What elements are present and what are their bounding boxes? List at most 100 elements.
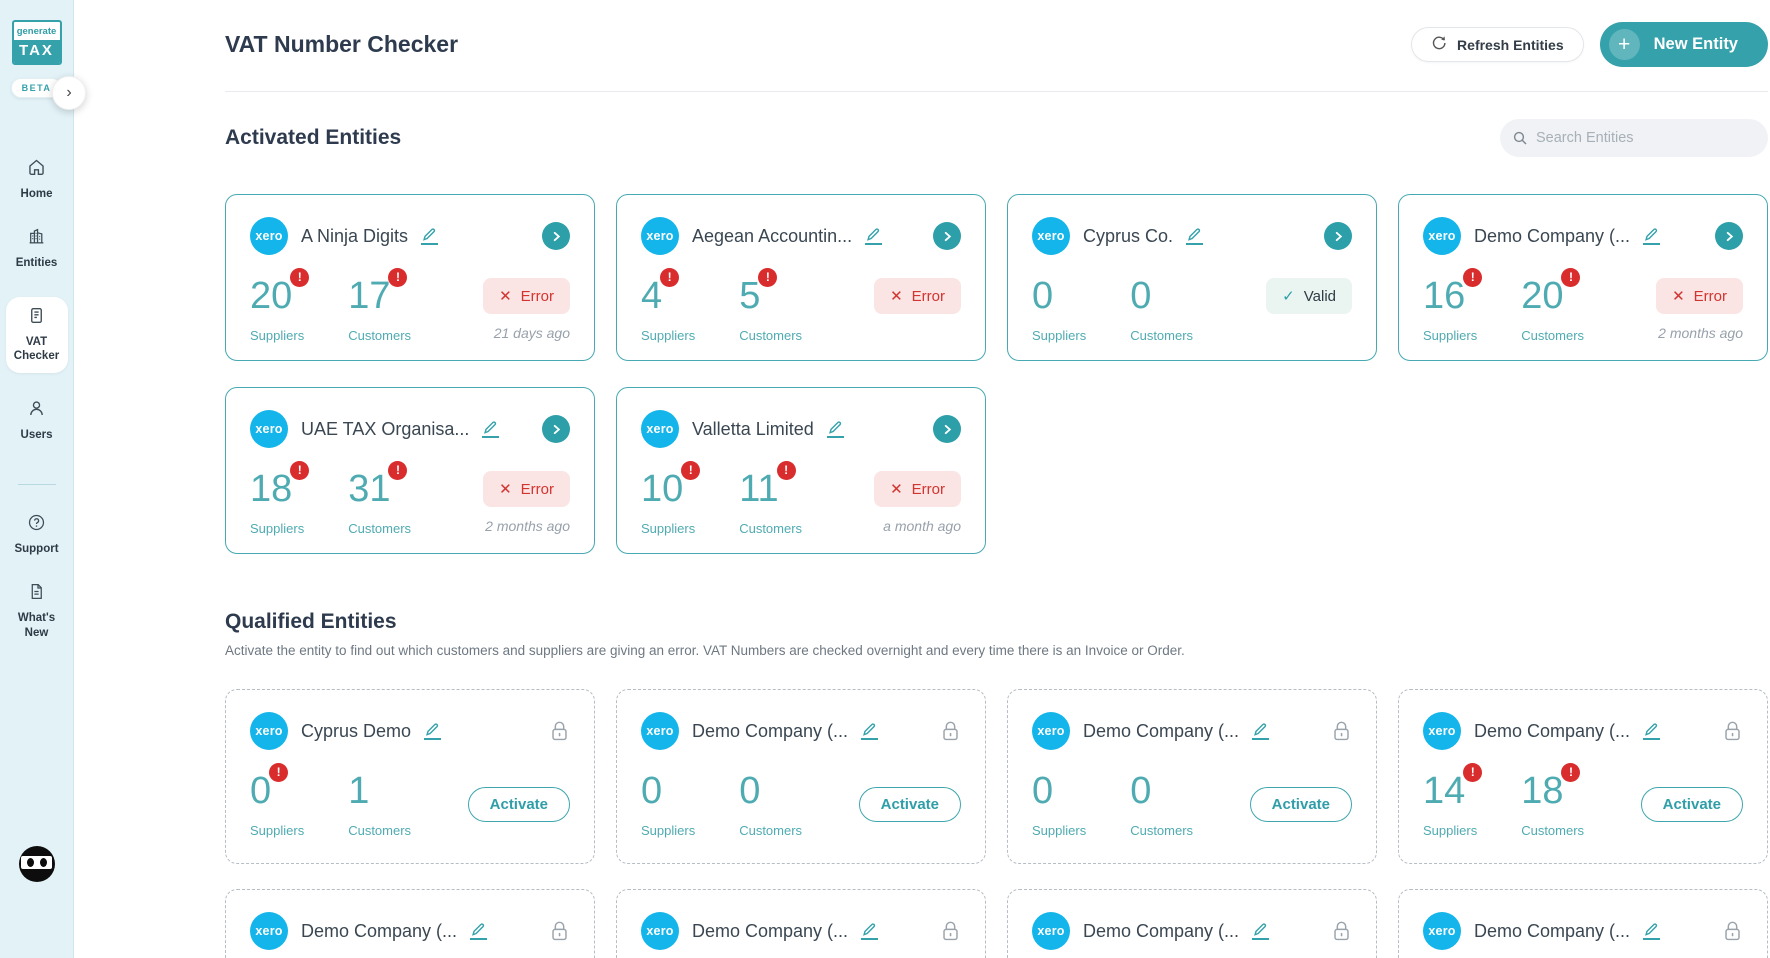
open-entity-button[interactable]	[1715, 222, 1743, 250]
activated-entity-card: xero Demo Company (... 16! Suppliers 20!…	[1398, 194, 1768, 361]
entity-card-stats: 10! Suppliers 11! Customers ✕ Error a mo…	[641, 461, 961, 536]
open-entity-button[interactable]	[1324, 222, 1352, 250]
edit-entity-button[interactable]	[482, 420, 500, 438]
xero-logo-icon: xero	[250, 712, 288, 750]
edit-entity-button[interactable]	[470, 922, 488, 940]
customers-label: Customers	[1130, 327, 1194, 343]
customers-stat: 0 Customers	[1130, 275, 1194, 343]
document-icon	[27, 306, 46, 330]
edit-entity-button[interactable]	[826, 420, 844, 438]
status-column: ✕ Error a month ago	[874, 470, 961, 536]
customers-alert-badge: !	[758, 268, 778, 287]
xero-logo-icon: xero	[641, 712, 679, 750]
status-column: ✕ Error 21 days ago	[483, 277, 570, 343]
sidebar-expand-button[interactable]: ›	[52, 76, 86, 110]
ninja-avatar-band	[21, 856, 52, 870]
edit-entity-button[interactable]	[1643, 722, 1661, 740]
open-entity-button[interactable]	[542, 415, 570, 443]
qualified-entity-card: xero Demo Company (...	[616, 889, 986, 958]
customers-alert-badge: !	[388, 461, 408, 480]
activate-button[interactable]: Activate	[1249, 787, 1352, 823]
open-entity-button[interactable]	[933, 222, 961, 250]
entity-name: Demo Company (...	[1474, 720, 1631, 741]
customers-stat: 0 Customers	[1130, 770, 1194, 838]
customers-stat: 11! Customers	[739, 461, 803, 536]
entity-name: Demo Company (...	[301, 920, 458, 941]
search-entities-input[interactable]	[1500, 119, 1768, 157]
open-entity-button[interactable]	[542, 222, 570, 250]
sidebar-item-home[interactable]: Home	[6, 158, 68, 201]
suppliers-label: Suppliers	[1423, 822, 1478, 838]
edit-entity-button[interactable]	[1186, 227, 1204, 245]
edit-entity-button[interactable]	[865, 227, 883, 245]
page-title: VAT Number Checker	[225, 31, 459, 57]
lock-icon	[1331, 720, 1352, 743]
qualified-entity-card: xero Cyprus Demo 0! Suppliers 1 Customer…	[225, 689, 595, 864]
sidebar-item-support[interactable]: Support	[6, 513, 68, 556]
chevron-right-icon: ›	[66, 84, 72, 101]
entity-name: UAE TAX Organisa...	[301, 418, 470, 439]
sidebar-item-whats-new[interactable]: What's New	[6, 582, 68, 640]
entity-card-header: xero Demo Company (...	[1423, 912, 1743, 950]
edit-entity-button[interactable]	[1643, 227, 1661, 245]
xero-logo-icon: xero	[1032, 712, 1070, 750]
edit-entity-button[interactable]	[1252, 922, 1270, 940]
qualified-entity-card: xero Demo Company (...	[1007, 889, 1377, 958]
new-entity-button[interactable]: + New Entity	[1599, 22, 1768, 67]
edit-entity-button[interactable]	[861, 922, 879, 940]
suppliers-label: Suppliers	[250, 822, 305, 838]
edit-entity-button[interactable]	[861, 722, 879, 740]
status-icon: ✕	[890, 481, 903, 499]
status-badge: ✕ Error	[874, 471, 961, 508]
xero-logo-icon: xero	[250, 217, 288, 255]
sidebar-item-entities[interactable]: Entities	[6, 227, 68, 270]
suppliers-alert-badge: !	[660, 268, 680, 287]
entity-card-header: xero Demo Company (...	[1032, 712, 1352, 750]
activate-button[interactable]: Activate	[467, 787, 570, 823]
entity-card-header: xero Demo Company (...	[641, 712, 961, 750]
suppliers-stat: 14! Suppliers	[1423, 763, 1483, 838]
customers-alert-badge: !	[388, 268, 408, 287]
status-column: ✓ Valid	[1266, 277, 1352, 343]
entity-card-header: xero Demo Company (...	[1423, 712, 1743, 750]
entity-name: Demo Company (...	[692, 720, 849, 741]
activate-button[interactable]: Activate	[1640, 787, 1743, 823]
xero-logo-icon: xero	[1423, 217, 1461, 255]
lock-icon	[940, 720, 961, 743]
qualified-entity-card: xero Demo Company (... 14! Suppliers 18!…	[1398, 689, 1768, 864]
suppliers-label: Suppliers	[641, 822, 696, 838]
suppliers-alert-badge: !	[1463, 763, 1483, 782]
buildings-icon	[27, 227, 46, 251]
sidebar-item-users[interactable]: Users	[6, 399, 68, 442]
suppliers-stat: 0 Suppliers	[1032, 770, 1087, 838]
user-avatar[interactable]	[18, 846, 55, 882]
suppliers-alert-badge: !	[269, 763, 289, 782]
refresh-entities-button[interactable]: Refresh Entities	[1411, 27, 1584, 62]
suppliers-alert-badge: !	[681, 461, 701, 480]
customers-stat: 0 Customers	[739, 770, 803, 838]
activated-entity-card: xero Cyprus Co. 0 Suppliers 0 Customers …	[1007, 194, 1377, 361]
plus-icon: +	[1608, 29, 1640, 60]
suppliers-stat: 18! Suppliers	[250, 461, 310, 536]
customers-label: Customers	[348, 327, 412, 343]
edit-entity-button[interactable]	[1643, 922, 1661, 940]
edit-entity-button[interactable]	[1252, 722, 1270, 740]
edit-entity-button[interactable]	[424, 722, 442, 740]
sidebar-item-vat-checker[interactable]: VAT Checker	[5, 296, 68, 373]
open-entity-button[interactable]	[933, 415, 961, 443]
customers-label: Customers	[739, 327, 803, 343]
status-label: Valid	[1303, 287, 1336, 305]
xero-logo-icon: xero	[641, 410, 679, 448]
lock-icon	[549, 920, 570, 943]
last-checked-text: 2 months ago	[1658, 325, 1743, 342]
sidebar-divider	[17, 483, 56, 485]
customers-label: Customers	[739, 520, 803, 536]
logo-text-tax: TAX	[13, 40, 60, 63]
xero-logo-icon: xero	[1423, 912, 1461, 950]
suppliers-label: Suppliers	[1423, 327, 1478, 343]
entity-card-header: xero Valletta Limited	[641, 410, 961, 448]
activate-button[interactable]: Activate	[858, 787, 961, 823]
customers-alert-badge: !	[1561, 763, 1581, 782]
customers-label: Customers	[1521, 327, 1585, 343]
edit-entity-button[interactable]	[421, 227, 439, 245]
